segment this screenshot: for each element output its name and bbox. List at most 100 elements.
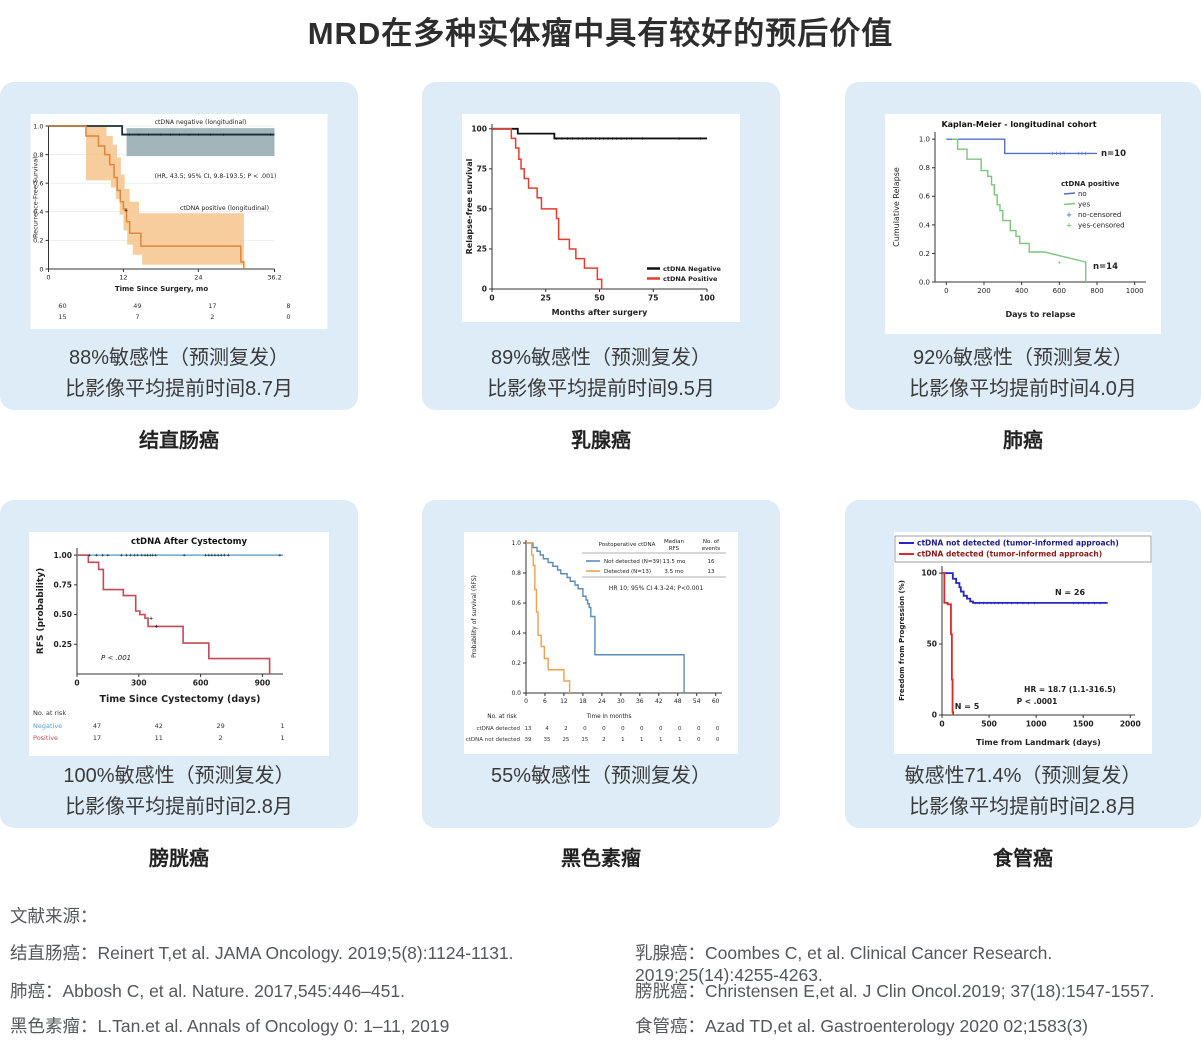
svg-text:Postoperative ctDNA: Postoperative ctDNA	[599, 542, 656, 548]
svg-text:100: 100	[921, 569, 937, 578]
cancer-label-esophageal: 食管癌	[993, 848, 1053, 870]
svg-text:1: 1	[621, 737, 625, 743]
sensitivity-line-2: 比影像平均提前时间4.0月	[909, 378, 1137, 400]
svg-text:13.5 mo: 13.5 mo	[663, 559, 686, 565]
svg-text:+: +	[149, 616, 153, 622]
panel-lung-card: 0 200 400 600 800 1000 0.0 0.2 0.4 0.6 0.8 1.0 + + + + +…	[845, 82, 1201, 410]
svg-text:N = 26: N = 26	[1055, 588, 1086, 597]
svg-text:+: +	[1098, 600, 1102, 606]
reference-colorectal: 结直肠癌：Reinert T,et al. JAMA Oncology. 201…	[10, 943, 514, 963]
svg-text:no-censored: no-censored	[1078, 211, 1121, 219]
svg-text:+: +	[278, 553, 282, 559]
svg-text:No. of: No. of	[703, 539, 720, 545]
sensitivity-line-1: 88%敏感性（预测复发）	[68, 347, 290, 369]
svg-text:ctDNA negative (longitudinal): ctDNA negative (longitudinal)	[155, 119, 247, 126]
svg-text:+: +	[1058, 151, 1062, 157]
svg-text:6: 6	[543, 698, 547, 705]
sensitivity-line-1: 89%敏感性（预测复发）	[490, 347, 712, 369]
svg-text:0: 0	[482, 285, 487, 294]
svg-text:+: +	[196, 132, 200, 138]
svg-text:+: +	[132, 553, 136, 559]
svg-text:+: +	[611, 136, 614, 141]
svg-text:200: 200	[977, 287, 990, 295]
svg-text:+: +	[619, 136, 622, 141]
svg-text:0.2: 0.2	[33, 237, 43, 245]
svg-text:+: +	[993, 600, 997, 606]
svg-text:+: +	[146, 132, 150, 138]
svg-text:11: 11	[155, 734, 163, 742]
svg-text:P < .001: P < .001	[101, 654, 131, 662]
svg-text:50: 50	[594, 294, 604, 303]
svg-text:1500: 1500	[1073, 720, 1094, 729]
svg-text:900: 900	[255, 679, 271, 688]
svg-text:54: 54	[693, 698, 701, 705]
svg-text:Relapse-free survival: Relapse-free survival	[465, 158, 474, 254]
svg-text:25: 25	[541, 294, 551, 303]
svg-text:n=10: n=10	[1101, 149, 1126, 159]
cancer-label-colorectal: 结直肠癌	[139, 430, 219, 452]
svg-text:18: 18	[579, 698, 587, 705]
svg-text:75: 75	[648, 294, 658, 303]
svg-text:+: +	[581, 136, 584, 141]
svg-text:RFS (probability): RFS (probability)	[36, 568, 46, 654]
svg-text:+: +	[210, 553, 214, 559]
svg-text:0: 0	[74, 679, 79, 688]
svg-text:Days to relapse: Days to relapse	[1005, 310, 1076, 319]
svg-text:+: +	[1066, 222, 1072, 230]
svg-text:0.0: 0.0	[511, 690, 521, 697]
svg-text:Recurrence-Free Survival: Recurrence-Free Survival	[32, 157, 40, 238]
svg-text:+: +	[219, 553, 223, 559]
svg-text:+: +	[641, 136, 644, 141]
svg-text:0.8: 0.8	[919, 164, 930, 172]
svg-text:1: 1	[640, 737, 644, 743]
svg-text:1: 1	[659, 737, 663, 743]
lung-sensitivity-text: 92%敏感性（预测复发） 比影像平均提前时间4.0月	[845, 343, 1201, 405]
svg-text:+: +	[997, 600, 1001, 606]
svg-text:0: 0	[716, 737, 720, 743]
svg-text:0: 0	[932, 711, 937, 720]
svg-text:events: events	[702, 546, 721, 552]
svg-text:600: 600	[1053, 287, 1066, 295]
sensitivity-line-1: 100%敏感性（预测复发）	[63, 765, 295, 787]
chart-lung-figure: 0 200 400 600 800 1000 0.0 0.2 0.4 0.6 0.8 1.0 + + + + +…	[885, 114, 1161, 334]
svg-text:+: +	[1066, 211, 1072, 219]
svg-text:+: +	[1027, 600, 1031, 606]
svg-text:ctDNA not detected (tumor-info: ctDNA not detected (tumor-informed appro…	[917, 539, 1119, 548]
sensitivity-line-2: 比影像平均提前时间2.8月	[909, 796, 1137, 818]
svg-text:+: +	[227, 553, 231, 559]
svg-text:+: +	[222, 553, 226, 559]
svg-text:24: 24	[598, 698, 606, 705]
svg-text:+: +	[982, 600, 986, 606]
svg-text:Detected (N=13): Detected (N=13)	[604, 569, 651, 575]
svg-text:+: +	[602, 136, 605, 141]
svg-text:+: +	[1081, 600, 1085, 606]
breast-sensitivity-text: 89%敏感性（预测复发） 比影像平均提前时间9.5月	[422, 343, 780, 405]
svg-text:ctDNA detected: ctDNA detected	[476, 726, 520, 732]
svg-text:+: +	[216, 553, 220, 559]
svg-text:+: +	[148, 553, 152, 559]
svg-text:13: 13	[708, 569, 715, 575]
reference-melanoma: 黑色素瘤：L.Tan.et al. Annals of Oncology 0: …	[10, 1016, 450, 1036]
svg-text:0.2: 0.2	[511, 660, 521, 667]
svg-text:Probability of survival (RFS): Probability of survival (RFS)	[471, 575, 478, 658]
sensitivity-line-1: 92%敏感性（预测复发）	[912, 347, 1134, 369]
svg-text:1.0: 1.0	[919, 136, 930, 144]
svg-text:48: 48	[674, 698, 682, 705]
svg-text:ctDNA detected (tumor-informed: ctDNA detected (tumor-informed approach)	[917, 550, 1102, 559]
svg-text:+: +	[87, 553, 91, 559]
svg-text:3.5 mo: 3.5 mo	[664, 569, 684, 575]
svg-text:1: 1	[280, 734, 284, 742]
svg-text:0: 0	[621, 726, 625, 732]
svg-text:+: +	[101, 553, 105, 559]
svg-text:+: +	[168, 132, 172, 138]
svg-text:600: 600	[193, 679, 209, 688]
svg-text:+: +	[1021, 600, 1025, 606]
colorectal-sensitivity-text: 88%敏感性（预测复发） 比影像平均提前时间8.7月	[0, 343, 358, 405]
svg-text:+: +	[213, 553, 217, 559]
cancer-label-breast: 乳腺癌	[571, 430, 631, 452]
svg-text:100: 100	[699, 294, 715, 303]
svg-text:2: 2	[564, 726, 568, 732]
svg-text:P < .0001: P < .0001	[1017, 697, 1058, 706]
